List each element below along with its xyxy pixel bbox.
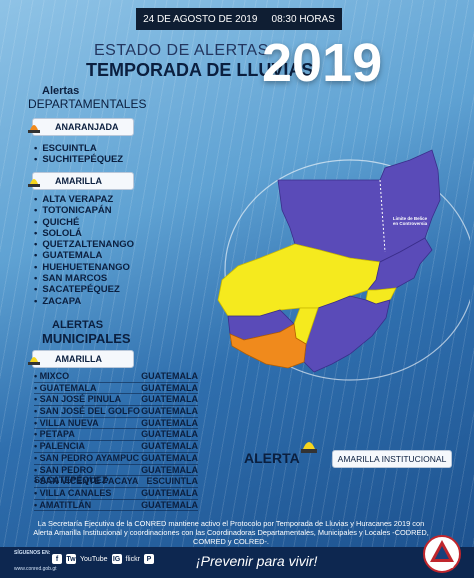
departamento-cell: GUATEMALA [141, 499, 198, 510]
footer-description: La Secretaría Ejecutiva de la CONRED man… [33, 519, 429, 546]
alerta-word: ALERTA [244, 450, 300, 466]
municipio-cell: PETAPA [34, 429, 75, 440]
municipal-amarilla-label: AMARILLA [55, 354, 102, 364]
amarilla-pill: AMARILLA [28, 172, 134, 190]
yellow-siren-icon [25, 352, 43, 366]
twitter-icon[interactable]: Tw [66, 554, 76, 564]
municipio-cell: VILLA CANALES [34, 488, 112, 499]
region-orange [229, 323, 307, 369]
municipio-cell: GUATEMALA [34, 383, 97, 394]
list-item: SACATEPÉQUEZ [34, 284, 134, 295]
departamento-cell: GUATEMALA [141, 441, 198, 452]
municipales-alertas-heading: ALERTAS [52, 319, 104, 331]
table-row: AMATITLÁN GUATEMALA [34, 500, 198, 512]
amarilla-label: AMARILLA [55, 176, 102, 186]
facebook-icon[interactable]: f [52, 554, 62, 564]
municipio-cell: SAN JOSÉ DEL GOLFO [34, 406, 140, 417]
table-row: PETAPA GUATEMALA [34, 429, 198, 442]
departamento-cell: GUATEMALA [141, 452, 198, 463]
departamento-cell: ESCUINTLA [146, 476, 199, 487]
amarilla-list: ALTA VERAPAZ TOTONICAPÁN QUICHÉ SOLOLÁ Q… [34, 194, 134, 307]
municipio-cell: VILLA NUEVA [34, 418, 99, 429]
departamento-cell: GUATEMALA [141, 406, 198, 417]
municipio-cell: SAN PEDRO SACATEPÉQUEZ [34, 465, 141, 486]
alertas-heading: Alertas [42, 85, 80, 97]
anaranjada-pill: ANARANJADA [28, 118, 134, 136]
table-row: VILLA NUEVA GUATEMALA [34, 418, 198, 430]
list-item: ESCUINTLA [34, 143, 123, 154]
anaranjada-list: ESCUINTLA SUCHITEPÉQUEZ [34, 143, 123, 166]
table-row: SAN JOSÉ PINULA GUATEMALA [34, 394, 198, 407]
list-item: TOTONICAPÁN [34, 205, 134, 216]
departamento-cell: GUATEMALA [141, 464, 198, 475]
municipio-cell: SAN JOSÉ PINULA [34, 394, 122, 405]
municipales-heading: MUNICIPALES [42, 331, 131, 346]
youtube-icon[interactable]: YouTube [80, 555, 108, 563]
institutional-label: AMARILLA INSTITUCIONAL [332, 450, 452, 468]
table-row: MIXCO GUATEMALA [34, 371, 198, 383]
departamentales-heading: DEPARTAMENTALES [28, 97, 147, 111]
date-text: 24 DE AGOSTO DE 2019 [143, 13, 258, 25]
region-purple-east [367, 237, 433, 291]
belize-label: Limite de Belice en Controversia [392, 216, 428, 226]
municipal-amarilla-pill: AMARILLA [28, 350, 134, 368]
yellow-siren-icon [25, 174, 43, 188]
municipio-cell: AMATITLÁN [34, 500, 91, 511]
list-item: GUATEMALA [34, 250, 134, 261]
municipio-cell: PALENCIA [34, 441, 85, 452]
institutional-alert: ALERTA AMARILLA INSTITUCIONAL [238, 432, 454, 469]
slogan: ¡Prevenir para vivir! [196, 553, 318, 569]
list-item: QUICHÉ [34, 217, 134, 228]
list-item: SAN MARCOS [34, 273, 134, 284]
siguenos-label: SÍGUENOS EN: [14, 550, 51, 556]
departamento-cell: GUATEMALA [141, 394, 198, 405]
municipio-cell: MIXCO [34, 371, 70, 382]
pinterest-icon[interactable]: P [143, 554, 154, 564]
departamento-cell: GUATEMALA [141, 417, 198, 428]
list-item: ZACAPA [34, 296, 134, 307]
anaranjada-label: ANARANJADA [55, 122, 119, 132]
website-link[interactable]: www.conred.gob.gt [14, 566, 57, 572]
table-row: VILLA CANALES GUATEMALA [34, 488, 198, 500]
departamento-cell: GUATEMALA [141, 371, 198, 381]
conred-logo-text: CONRED [432, 564, 454, 570]
list-item: HUEHUETENANGO [34, 262, 134, 273]
list-item: SUCHITEPÉQUEZ [34, 154, 123, 165]
list-item: SOLOLÁ [34, 228, 134, 239]
table-row: PALENCIA GUATEMALA [34, 441, 198, 453]
belize-boundary-line [379, 179, 386, 253]
list-item: QUETZALTENANGO [34, 239, 134, 250]
municipio-cell: SAN VICENTE PACAYA [34, 476, 139, 487]
time-text: 08:30 HORAS [271, 13, 335, 25]
departamento-cell: GUATEMALA [141, 487, 198, 498]
municipio-cell: SAN PEDRO AYAMPUC [34, 453, 140, 464]
temporada-title: TEMPORADA DE LLUVIAS [86, 60, 314, 80]
table-row: GUATEMALA GUATEMALA [34, 383, 198, 395]
table-row: SAN VICENTE PACAYA ESCUINTLA [34, 476, 198, 488]
year-title: 2019 [262, 33, 383, 93]
date-bar: 24 DE AGOSTO DE 2019 08:30 HORAS [136, 8, 342, 30]
social-links: f Tw YouTube IG flickr P [52, 554, 154, 564]
estado-title: ESTADO DE ALERTAS [94, 42, 269, 59]
flickr-icon[interactable]: flickr [125, 555, 140, 563]
orange-siren-icon [25, 120, 43, 134]
map-halo [224, 159, 470, 381]
departamento-cell: GUATEMALA [141, 429, 198, 440]
bottom-bar [0, 547, 474, 578]
conred-logo [423, 535, 461, 573]
instagram-icon[interactable]: IG [111, 554, 122, 564]
departamento-cell: GUATEMALA [141, 382, 198, 393]
yellow-siren-icon [298, 432, 320, 460]
list-item: ALTA VERAPAZ [34, 194, 134, 205]
guatemala-map [217, 149, 470, 381]
